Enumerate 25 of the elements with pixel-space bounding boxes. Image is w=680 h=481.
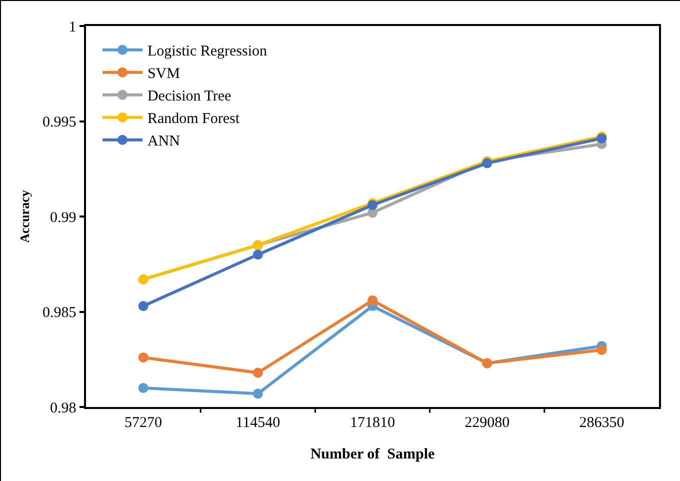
x-tick-label: 286350 (579, 414, 624, 431)
point (138, 352, 148, 362)
y-axis-title: Accuracy (16, 190, 32, 243)
y-tick-label: 0.985 (42, 305, 76, 321)
point (138, 382, 148, 393)
y-tick-label: 0.98 (50, 400, 76, 416)
point (596, 344, 607, 355)
legend-label: ANN (147, 134, 180, 150)
x-tick-label: 171810 (350, 414, 395, 431)
y-tick-label: 1 (68, 19, 76, 36)
legend-label: SVM (147, 66, 180, 82)
y-tick-label: 0.99 (50, 210, 76, 226)
x-tick-label: 229080 (464, 414, 510, 431)
point (252, 388, 263, 399)
x-tick-label: 114540 (236, 414, 280, 431)
x-tick-label: 57270 (124, 414, 162, 431)
legend-label: Logistic Regression (147, 44, 268, 60)
legend-label: Random Forest (147, 111, 240, 128)
y-tick-label: 0.995 (42, 114, 76, 130)
point (368, 295, 378, 306)
legend-label: Decision Tree (147, 88, 232, 105)
x-axis-title: Number of Sample (310, 446, 435, 462)
point (252, 368, 263, 378)
point (252, 250, 263, 260)
point (138, 301, 148, 312)
